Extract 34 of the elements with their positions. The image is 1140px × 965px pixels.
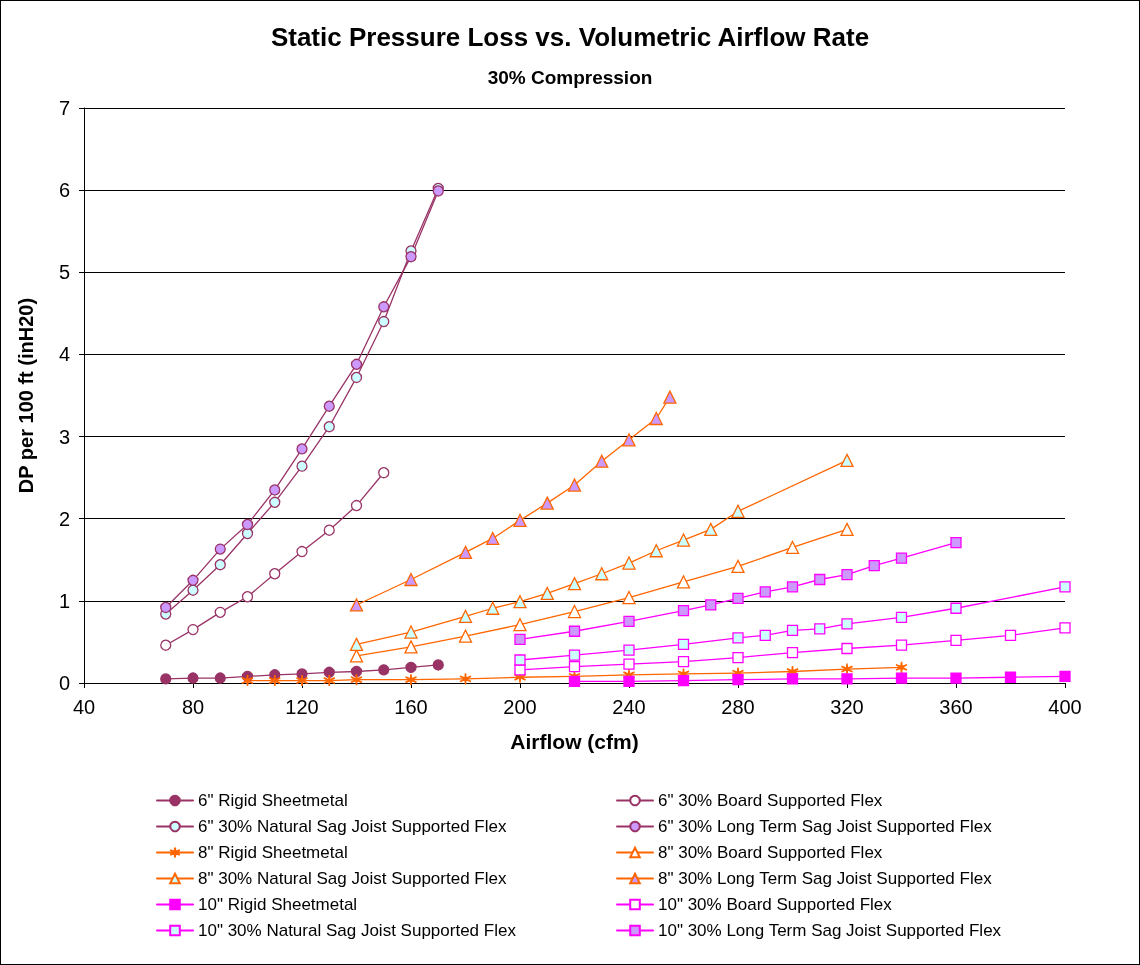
legend-label: 8" Rigid Sheetmetal	[198, 843, 348, 862]
y-tick-label: 6	[58, 179, 70, 202]
legend-label: 10" Rigid Sheetmetal	[198, 895, 358, 914]
legend-label: 6" 30% Long Term Sag Joist Supported Flex	[658, 817, 993, 836]
x-tick-label: 80	[181, 696, 205, 718]
x-tick-label: 40	[72, 696, 96, 718]
x-tick-label: 120	[285, 696, 319, 718]
legend-label: 10" 30% Long Term Sag Joist Supported Flex	[658, 921, 1002, 940]
y-axis-title: DP per 100 ft (inH20)	[15, 297, 37, 494]
legend-label: 6" Rigid Sheetmetal	[198, 791, 348, 810]
y-tick-label: 2	[58, 507, 70, 530]
y-tick-label: 1	[58, 589, 70, 612]
x-tick-label: 160	[394, 696, 428, 718]
x-axis-title: Airflow (cfm)	[510, 730, 639, 753]
y-tick-label: 7	[58, 97, 70, 119]
legend-label: 10" 30% Natural Sag Joist Supported Flex	[198, 921, 517, 940]
legend-label: 6" 30% Natural Sag Joist Supported Flex	[198, 817, 507, 836]
legend-label: 8" 30% Long Term Sag Joist Supported Flex	[658, 869, 993, 888]
x-tick-label: 400	[1048, 696, 1082, 718]
x-tick-label: 200	[503, 696, 537, 718]
y-tick-label: 0	[58, 672, 70, 694]
x-tick-label: 320	[830, 696, 864, 718]
x-tick-label: 240	[612, 696, 646, 718]
chart-title: Static Pressure Loss vs. Volumetric Airflow Rate	[270, 22, 870, 52]
y-tick-label: 4	[58, 343, 70, 366]
x-tick-label: 360	[939, 696, 973, 718]
y-tick-label: 5	[58, 261, 70, 284]
legend-label: 10" 30% Board Supported Flex	[658, 895, 893, 914]
x-tick-label: 280	[721, 696, 755, 718]
legend-label: 8" 30% Board Supported Flex	[658, 843, 883, 862]
chart-subtitle: 30% Compression	[487, 67, 653, 88]
y-tick-label: 3	[58, 425, 70, 448]
legend-label: 8" 30% Natural Sag Joist Supported Flex	[198, 869, 507, 888]
legend-label: 6" 30% Board Supported Flex	[658, 791, 883, 810]
